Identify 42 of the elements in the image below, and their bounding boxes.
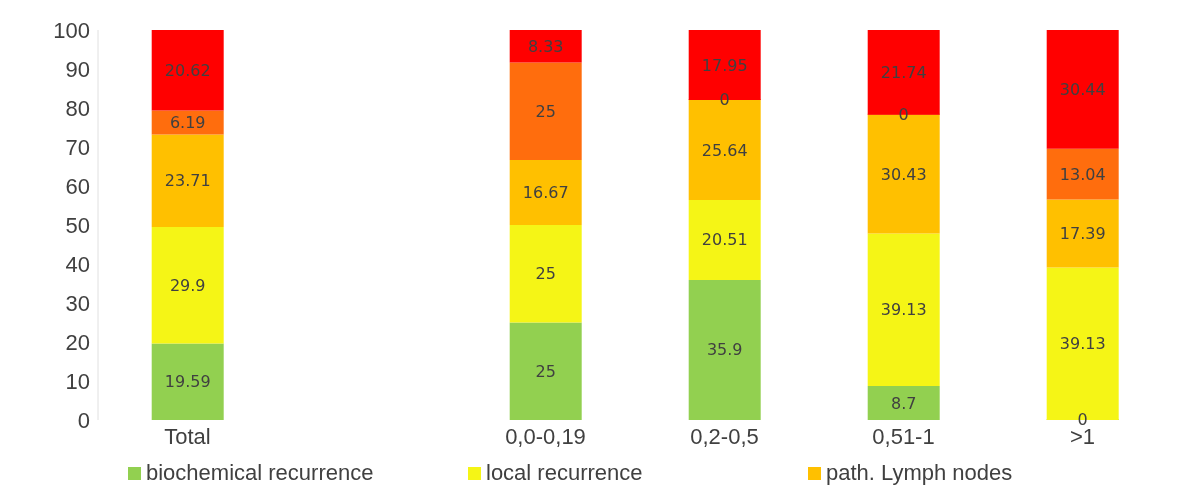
data-label: 13.04 [1059,164,1106,184]
x-tick-label: 0,0-0,19 [505,423,586,449]
data-label: 25 [535,361,556,381]
y-tick-label: 100 [53,17,90,43]
data-label: 21.74 [880,62,927,82]
legend-label: path. Lymph nodes [826,460,1013,486]
data-label: 35.9 [706,340,743,360]
data-label: 16.67 [522,182,569,202]
data-label: 39.13 [880,300,927,320]
legend-label: local recurrence [486,460,643,486]
y-tick-label: 10 [65,368,90,394]
data-label: 0 [1077,410,1088,429]
legend-label: biochemical recurrence [146,460,374,486]
data-label: 39.13 [1059,334,1106,354]
x-tick-label: 0,2-0,5 [690,423,759,449]
x-tick-label: Total [164,423,211,449]
y-tick-label: 90 [65,56,90,82]
y-tick-label: 50 [65,212,90,238]
data-label: 30.43 [880,164,927,184]
y-tick-label: 20 [65,329,90,355]
data-label: 8.33 [527,36,564,56]
data-label: 20.51 [701,230,748,250]
y-tick-label: 30 [65,290,90,316]
y-tick-label: 0 [77,407,90,433]
data-label: 6.19 [169,112,206,132]
x-tick-label: 0,51-1 [872,423,935,449]
data-label: 30.44 [1059,79,1106,99]
y-tick-label: 60 [65,173,90,199]
data-label: 19.59 [164,372,211,392]
data-label: 17.95 [701,55,748,75]
data-label: 17.39 [1059,223,1106,243]
data-label: 20.62 [164,60,211,80]
y-tick-label: 40 [65,251,90,277]
data-label: 25 [535,264,556,284]
y-tick-label: 80 [65,95,90,121]
data-label: 0 [719,90,730,109]
data-label: 8.7 [890,393,917,413]
y-tick-label: 70 [65,134,90,160]
data-label: 25 [535,101,556,121]
data-label: 29.9 [169,275,206,295]
data-label: 25.64 [701,140,748,160]
data-label: 23.71 [164,171,211,191]
